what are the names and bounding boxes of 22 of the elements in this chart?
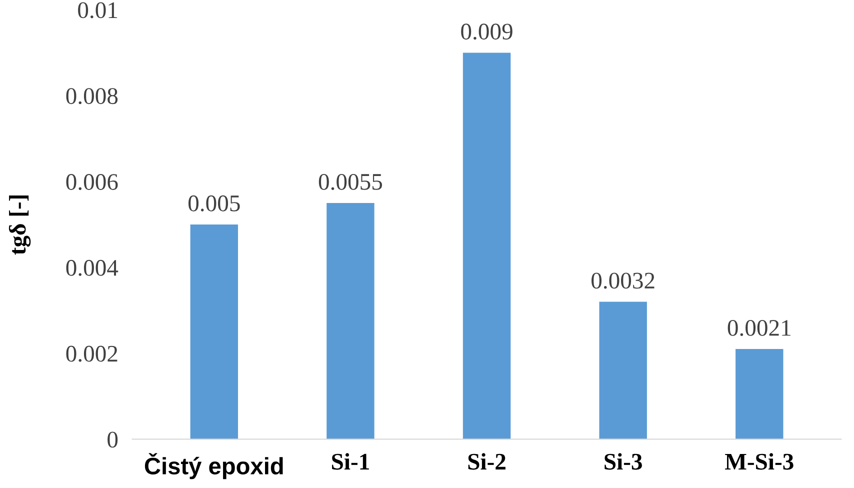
y-tick-label: 0.008 (66, 88, 118, 104)
y-tick-label: 0.006 (66, 174, 118, 190)
bar (462, 52, 511, 440)
bar (599, 302, 647, 440)
data-label: 0.0032 (592, 272, 654, 289)
bar (736, 349, 784, 440)
y-axis-title: tgδ [-] (8, 196, 31, 255)
y-tick-label: 0.004 (66, 260, 118, 276)
x-tick-label: Čistý epoxid (144, 453, 283, 480)
y-tick-label: 0.01 (78, 2, 118, 18)
data-label: 0.0055 (318, 174, 382, 190)
data-label: 0.0021 (728, 320, 790, 336)
x-tick-label: Si-1 (332, 453, 369, 470)
data-label: 0.009 (461, 24, 512, 40)
y-tick-label: 0.002 (66, 346, 118, 362)
x-tick-label: Si-3 (604, 453, 642, 470)
y-tick-label: 0 (108, 432, 118, 448)
data-label: 0.005 (188, 195, 240, 212)
x-tick-label: M-Si-3 (725, 453, 794, 470)
x-tick-label: Si-2 (468, 453, 506, 470)
bar (190, 224, 238, 440)
bar (326, 203, 374, 440)
